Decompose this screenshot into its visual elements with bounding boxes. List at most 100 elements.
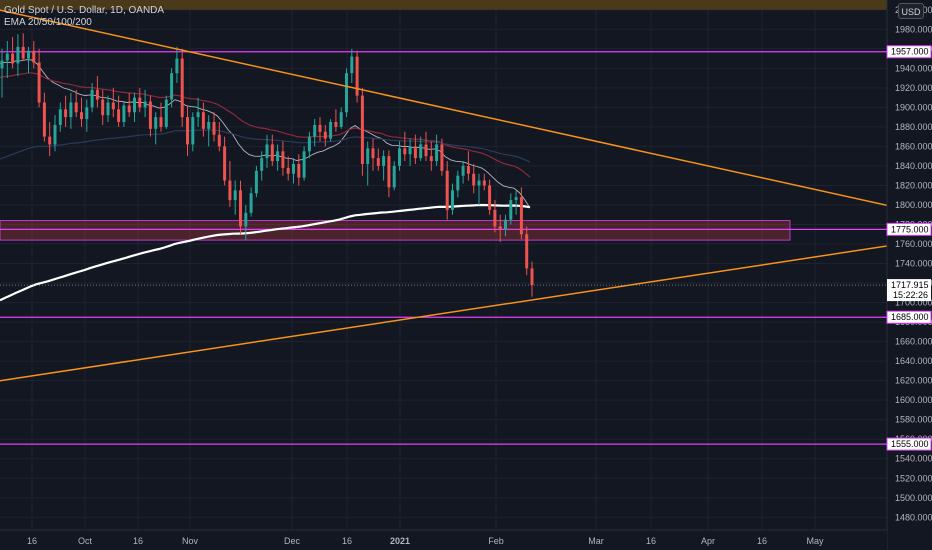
candle-body xyxy=(366,148,370,164)
candle-body xyxy=(509,200,513,220)
candle-body xyxy=(355,56,359,96)
candle-body xyxy=(254,170,258,194)
candle-body xyxy=(37,62,41,103)
candle-body xyxy=(27,50,30,59)
candle-body xyxy=(69,102,73,118)
countdown-label: 15:22:26 xyxy=(893,290,928,300)
candle-body xyxy=(488,185,492,210)
candle-body xyxy=(398,148,401,166)
candle-body xyxy=(191,117,195,145)
candle-body xyxy=(154,117,158,129)
candle-body xyxy=(74,102,78,113)
candle-body xyxy=(64,109,68,118)
chart-legend: Gold Spot / U.S. Dollar, 1D, OANDA EMA 2… xyxy=(4,5,164,29)
candle-body xyxy=(0,60,4,69)
candle-body xyxy=(302,151,306,178)
candle-body xyxy=(477,180,481,186)
candle-body xyxy=(498,226,502,230)
candle-body xyxy=(90,89,94,108)
candle-body xyxy=(186,117,189,145)
candle-body xyxy=(530,268,534,286)
candle-body xyxy=(350,56,354,74)
y-tick-label: 1800.000 xyxy=(895,200,932,210)
candle-body xyxy=(106,102,110,116)
candle-body xyxy=(233,190,237,201)
x-tick-label: Oct xyxy=(78,536,93,546)
y-tick-label: 1520.000 xyxy=(895,473,932,483)
candle-body xyxy=(297,163,301,178)
candle-body xyxy=(403,148,407,155)
y-tick-label: 1940.000 xyxy=(895,63,932,73)
candle-body xyxy=(11,53,15,64)
y-tick-label: 1760.000 xyxy=(895,239,932,249)
candle-body xyxy=(138,97,142,108)
x-tick-label: May xyxy=(806,536,824,546)
y-tick-label: 1820.000 xyxy=(895,180,932,190)
x-tick-label: Feb xyxy=(488,536,504,546)
y-tick-label: 1740.000 xyxy=(895,259,932,269)
candle-body xyxy=(101,99,105,116)
candle-body xyxy=(382,156,386,166)
x-tick-label: 16 xyxy=(757,536,767,546)
candle-body xyxy=(164,99,168,127)
candle-body xyxy=(117,109,121,123)
candle-body xyxy=(133,97,136,113)
level-price-label: 1685.000 xyxy=(891,312,929,322)
y-tick-label: 1860.000 xyxy=(895,141,932,151)
candle-body xyxy=(276,151,280,162)
y-tick-label: 1700.000 xyxy=(895,298,932,308)
candle-body xyxy=(159,117,163,127)
candle-body xyxy=(80,112,83,120)
y-tick-label: 1500.000 xyxy=(895,493,932,503)
level-price-tag xyxy=(886,222,932,236)
candle-body xyxy=(329,122,333,139)
current-price-label: 1717.915 xyxy=(891,280,929,290)
candle-body xyxy=(196,112,200,118)
y-tick-label: 1640.000 xyxy=(895,356,932,366)
trendline xyxy=(0,9,932,216)
candle-body xyxy=(244,212,248,227)
candle-body xyxy=(371,148,375,159)
x-tick-label: Apr xyxy=(701,536,715,546)
level-price-tag xyxy=(886,310,932,324)
candle-body xyxy=(435,144,439,162)
candle-body xyxy=(42,102,46,137)
candle-body xyxy=(228,180,232,201)
candle-body xyxy=(223,146,227,181)
candle-body xyxy=(482,180,486,186)
candle-body xyxy=(387,156,391,188)
y-tick-label: 1660.000 xyxy=(895,337,932,347)
candle-body xyxy=(514,197,518,201)
price-axis xyxy=(887,0,932,550)
candle-body xyxy=(281,151,285,168)
symbol-title: Gold Spot / U.S. Dollar, 1D, OANDA xyxy=(4,5,165,16)
candle-body xyxy=(5,53,9,61)
candle-body xyxy=(270,144,274,162)
candle-body xyxy=(58,109,62,125)
x-tick-label: 16 xyxy=(342,536,352,546)
candle-body xyxy=(16,46,20,64)
level-price-label: 1555.000 xyxy=(891,439,929,449)
indicator-label: EMA 20/50/100/200 xyxy=(4,17,92,28)
candle-body xyxy=(525,234,529,269)
candle-body xyxy=(345,73,348,113)
level-price-label: 1775.000 xyxy=(891,224,929,234)
candle-body xyxy=(392,165,396,188)
candle-body xyxy=(95,89,99,100)
candle-body xyxy=(48,136,52,145)
candle-body xyxy=(318,124,322,132)
candle-body xyxy=(122,105,126,123)
y-tick-label: 1540.000 xyxy=(895,454,932,464)
candle-body xyxy=(519,197,523,235)
candle-body xyxy=(265,144,269,159)
candle-body xyxy=(445,170,449,210)
candle-body xyxy=(339,112,343,127)
currency-button[interactable]: USD xyxy=(898,3,924,19)
candle-body xyxy=(472,173,476,186)
candle-body xyxy=(504,219,507,230)
candle-body xyxy=(323,131,327,139)
candle-body xyxy=(466,165,470,174)
time-axis xyxy=(0,530,887,550)
candle-body xyxy=(440,144,444,171)
